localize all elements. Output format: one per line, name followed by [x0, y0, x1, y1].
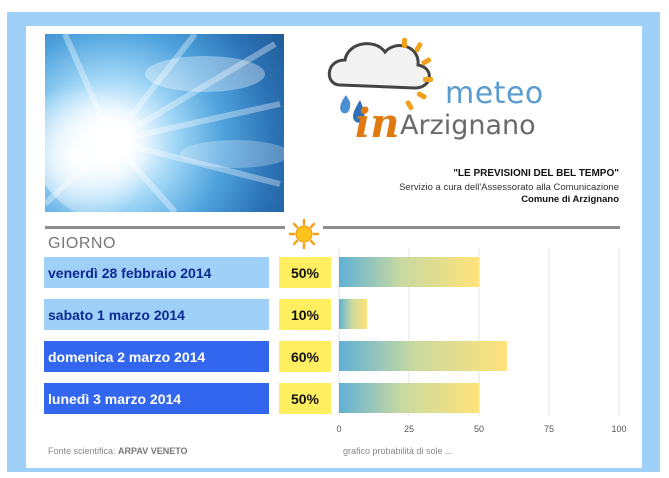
divider-left — [45, 226, 285, 229]
day-row-label: sabato 1 marzo 2014 — [44, 299, 269, 330]
meteo-logo-graphic — [327, 38, 433, 123]
logo-in-text: in — [355, 100, 400, 147]
sun-probability: 60% — [279, 341, 331, 372]
sun-probability: 50% — [279, 383, 331, 414]
sun-probability: 10% — [279, 299, 331, 330]
x-tick-label: 100 — [611, 424, 626, 434]
sun-probability-bar — [339, 383, 479, 413]
x-tick-label: 0 — [336, 424, 341, 434]
source-credit: Fonte scientifica: ARPAV VENETO — [48, 446, 188, 456]
logo-city-text: Arzignano — [400, 110, 536, 141]
day-row-label: lunedì 3 marzo 2014 — [44, 383, 269, 414]
day-row-label: venerdì 28 febbraio 2014 — [44, 257, 269, 288]
sun-probability: 50% — [279, 257, 331, 288]
sun-probability-bar — [339, 257, 479, 287]
x-tick-label: 25 — [404, 424, 414, 434]
municipality-line: Comune di Arzignano — [521, 194, 619, 205]
chart-caption: grafico probabilità di sole ... — [343, 446, 453, 456]
service-line: Servizio a cura dell'Assessorato alla Co… — [399, 182, 619, 193]
sun-probability-chart: 0 25 50 75 100 — [336, 248, 627, 434]
x-tick-label: 75 — [544, 424, 554, 434]
sun-probability-bar — [339, 341, 507, 371]
x-tick-label: 50 — [474, 424, 484, 434]
day-row-label: domenica 2 marzo 2014 — [44, 341, 269, 372]
logo-meteo-text: meteo — [445, 76, 544, 111]
tagline: "LE PREVISIONI DEL BEL TEMPO" — [453, 168, 619, 179]
sun-probability-bar — [339, 299, 367, 329]
divider-right — [323, 226, 620, 229]
sun-icon — [288, 218, 320, 250]
day-column-label: GIORNO — [48, 235, 116, 252]
sunny-sky-photo — [45, 34, 284, 212]
